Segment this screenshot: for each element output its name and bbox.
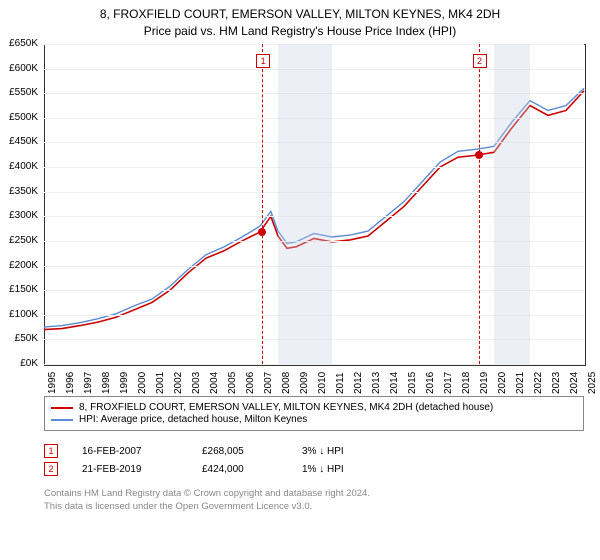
x-tick-label: 2014 (389, 372, 400, 394)
x-tick-label: 1996 (65, 372, 76, 394)
sale-price: £268,005 (202, 446, 302, 457)
sale-row-marker: 1 (44, 444, 58, 458)
sale-marker-box: 2 (473, 54, 487, 68)
footer-line2: This data is licensed under the Open Gov… (44, 501, 312, 512)
sale-marker-box: 1 (256, 54, 270, 68)
x-tick-label: 2019 (479, 372, 490, 394)
legend-label: 8, FROXFIELD COURT, EMERSON VALLEY, MILT… (79, 402, 493, 413)
x-tick-label: 2004 (209, 372, 220, 394)
x-tick-label: 2012 (353, 372, 364, 394)
y-tick-label: £550K (0, 87, 38, 98)
x-tick-label: 2022 (533, 372, 544, 394)
legend-label: HPI: Average price, detached house, Milt… (79, 414, 307, 425)
x-tick-label: 2017 (443, 372, 454, 394)
sale-row: 1 16-FEB-2007£268,0053% ↓ HPI (44, 442, 402, 460)
x-tick-label: 2024 (569, 372, 580, 394)
recession-band (494, 44, 512, 364)
x-tick-label: 2023 (551, 372, 562, 394)
legend: 8, FROXFIELD COURT, EMERSON VALLEY, MILT… (44, 396, 584, 431)
y-tick-label: £0K (0, 358, 38, 369)
x-tick-label: 1999 (119, 372, 130, 394)
x-tick-label: 2016 (425, 372, 436, 394)
y-tick-label: £100K (0, 309, 38, 320)
recession-band (314, 44, 332, 364)
y-tick-label: £650K (0, 38, 38, 49)
y-tick-label: £400K (0, 161, 38, 172)
y-tick-label: £600K (0, 63, 38, 74)
sale-marker-line (479, 44, 480, 364)
y-tick-label: £50K (0, 333, 38, 344)
x-tick-label: 2015 (407, 372, 418, 394)
sales-table: 1 16-FEB-2007£268,0053% ↓ HPI 2 21-FEB-2019… (44, 442, 402, 478)
legend-item: 8, FROXFIELD COURT, EMERSON VALLEY, MILT… (51, 402, 577, 413)
y-tick-label: £250K (0, 235, 38, 246)
x-tick-label: 2009 (299, 372, 310, 394)
x-tick-label: 2013 (371, 372, 382, 394)
footer-line1: Contains HM Land Registry data © Crown c… (44, 488, 370, 499)
sale-row-marker: 2 (44, 462, 58, 476)
x-tick-label: 2011 (335, 372, 346, 394)
recession-band (512, 44, 530, 364)
legend-swatch (51, 419, 73, 421)
x-tick-label: 2020 (497, 372, 508, 394)
sale-delta: 1% ↓ HPI (302, 464, 402, 475)
sale-date: 21-FEB-2019 (82, 464, 202, 475)
legend-item: HPI: Average price, detached house, Milt… (51, 414, 577, 425)
recession-band (278, 44, 296, 364)
gridline (44, 364, 584, 365)
sale-delta: 3% ↓ HPI (302, 446, 402, 457)
y-tick-label: £300K (0, 210, 38, 221)
legend-swatch (51, 407, 73, 409)
sale-dot (475, 151, 483, 159)
x-tick-label: 2010 (317, 372, 328, 394)
x-tick-label: 1998 (101, 372, 112, 394)
x-tick-label: 2001 (155, 372, 166, 394)
x-tick-label: 1997 (83, 372, 94, 394)
x-tick-label: 2003 (191, 372, 202, 394)
sale-marker-line (262, 44, 263, 364)
y-tick-label: £350K (0, 186, 38, 197)
x-tick-label: 2007 (263, 372, 274, 394)
footer: Contains HM Land Registry data © Crown c… (44, 488, 370, 514)
x-tick-label: 1995 (47, 372, 58, 394)
x-tick-label: 2002 (173, 372, 184, 394)
sale-date: 16-FEB-2007 (82, 446, 202, 457)
y-tick-label: £450K (0, 136, 38, 147)
recession-band (296, 44, 314, 364)
x-tick-label: 2018 (461, 372, 472, 394)
x-tick-label: 2005 (227, 372, 238, 394)
x-tick-label: 2006 (245, 372, 256, 394)
x-tick-label: 2008 (281, 372, 292, 394)
x-tick-label: 2000 (137, 372, 148, 394)
sale-row: 2 21-FEB-2019£424,0001% ↓ HPI (44, 460, 402, 478)
y-tick-label: £150K (0, 284, 38, 295)
x-tick-label: 2025 (587, 372, 598, 394)
y-tick-label: £200K (0, 260, 38, 271)
sale-price: £424,000 (202, 464, 302, 475)
y-tick-label: £500K (0, 112, 38, 123)
x-tick-label: 2021 (515, 372, 526, 394)
